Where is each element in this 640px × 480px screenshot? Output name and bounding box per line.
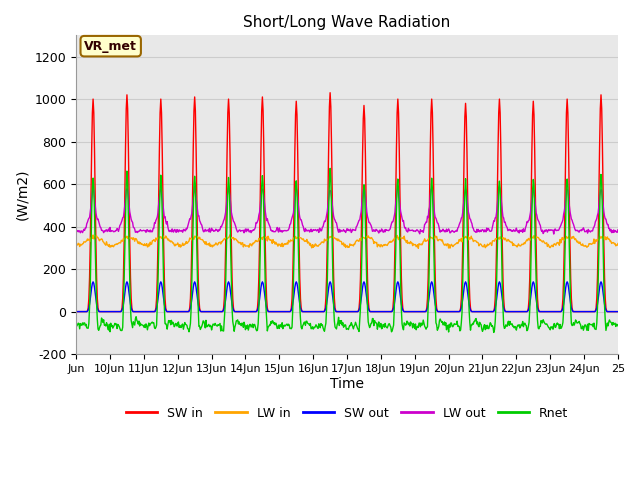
SW out xyxy=(614,309,622,314)
LW out xyxy=(614,227,622,233)
SW in xyxy=(463,114,470,120)
Line: Rnet: Rnet xyxy=(76,168,618,333)
Rnet xyxy=(72,321,80,327)
Rnet xyxy=(326,166,334,171)
LW out xyxy=(192,195,200,201)
LW in xyxy=(531,234,538,240)
Rnet xyxy=(463,189,470,194)
LW out xyxy=(550,231,557,237)
SW out xyxy=(147,309,155,314)
X-axis label: Time: Time xyxy=(330,377,364,391)
LW out xyxy=(81,228,88,233)
LW in xyxy=(81,239,88,245)
SW in xyxy=(514,309,522,314)
SW out xyxy=(89,279,97,285)
Rnet xyxy=(81,320,88,326)
Text: VR_met: VR_met xyxy=(84,40,137,53)
SW in xyxy=(191,108,199,114)
Line: LW out: LW out xyxy=(76,187,618,234)
SW in xyxy=(72,309,80,314)
LW in xyxy=(614,240,622,246)
LW in xyxy=(191,234,199,240)
LW in xyxy=(515,241,522,247)
LW in xyxy=(147,240,154,245)
LW out xyxy=(463,188,470,194)
LW in xyxy=(226,232,234,238)
LW in xyxy=(415,245,422,251)
Rnet xyxy=(490,330,498,336)
SW out xyxy=(463,280,470,286)
Rnet xyxy=(531,212,538,217)
Title: Short/Long Wave Radiation: Short/Long Wave Radiation xyxy=(243,15,451,30)
LW out xyxy=(530,191,538,197)
SW out xyxy=(81,309,88,314)
Rnet xyxy=(191,182,199,188)
LW out xyxy=(191,184,198,190)
SW out xyxy=(530,280,538,286)
SW in xyxy=(326,90,334,96)
Rnet xyxy=(147,322,154,327)
SW in xyxy=(614,309,622,314)
Rnet xyxy=(515,323,522,329)
Rnet xyxy=(614,323,622,329)
SW in xyxy=(147,309,154,314)
Line: SW in: SW in xyxy=(76,93,618,312)
Y-axis label: (W/m2): (W/m2) xyxy=(15,169,29,220)
SW out xyxy=(72,309,80,314)
LW out xyxy=(514,229,522,235)
Legend: SW in, LW in, SW out, LW out, Rnet: SW in, LW in, SW out, LW out, Rnet xyxy=(121,402,573,425)
SW out xyxy=(192,285,200,290)
LW out xyxy=(72,227,80,232)
SW in xyxy=(530,112,538,118)
Line: LW in: LW in xyxy=(76,235,618,248)
SW out xyxy=(514,309,522,314)
LW in xyxy=(463,235,471,241)
LW out xyxy=(147,227,154,233)
SW in xyxy=(81,309,88,314)
LW in xyxy=(72,241,80,247)
Line: SW out: SW out xyxy=(76,282,618,312)
